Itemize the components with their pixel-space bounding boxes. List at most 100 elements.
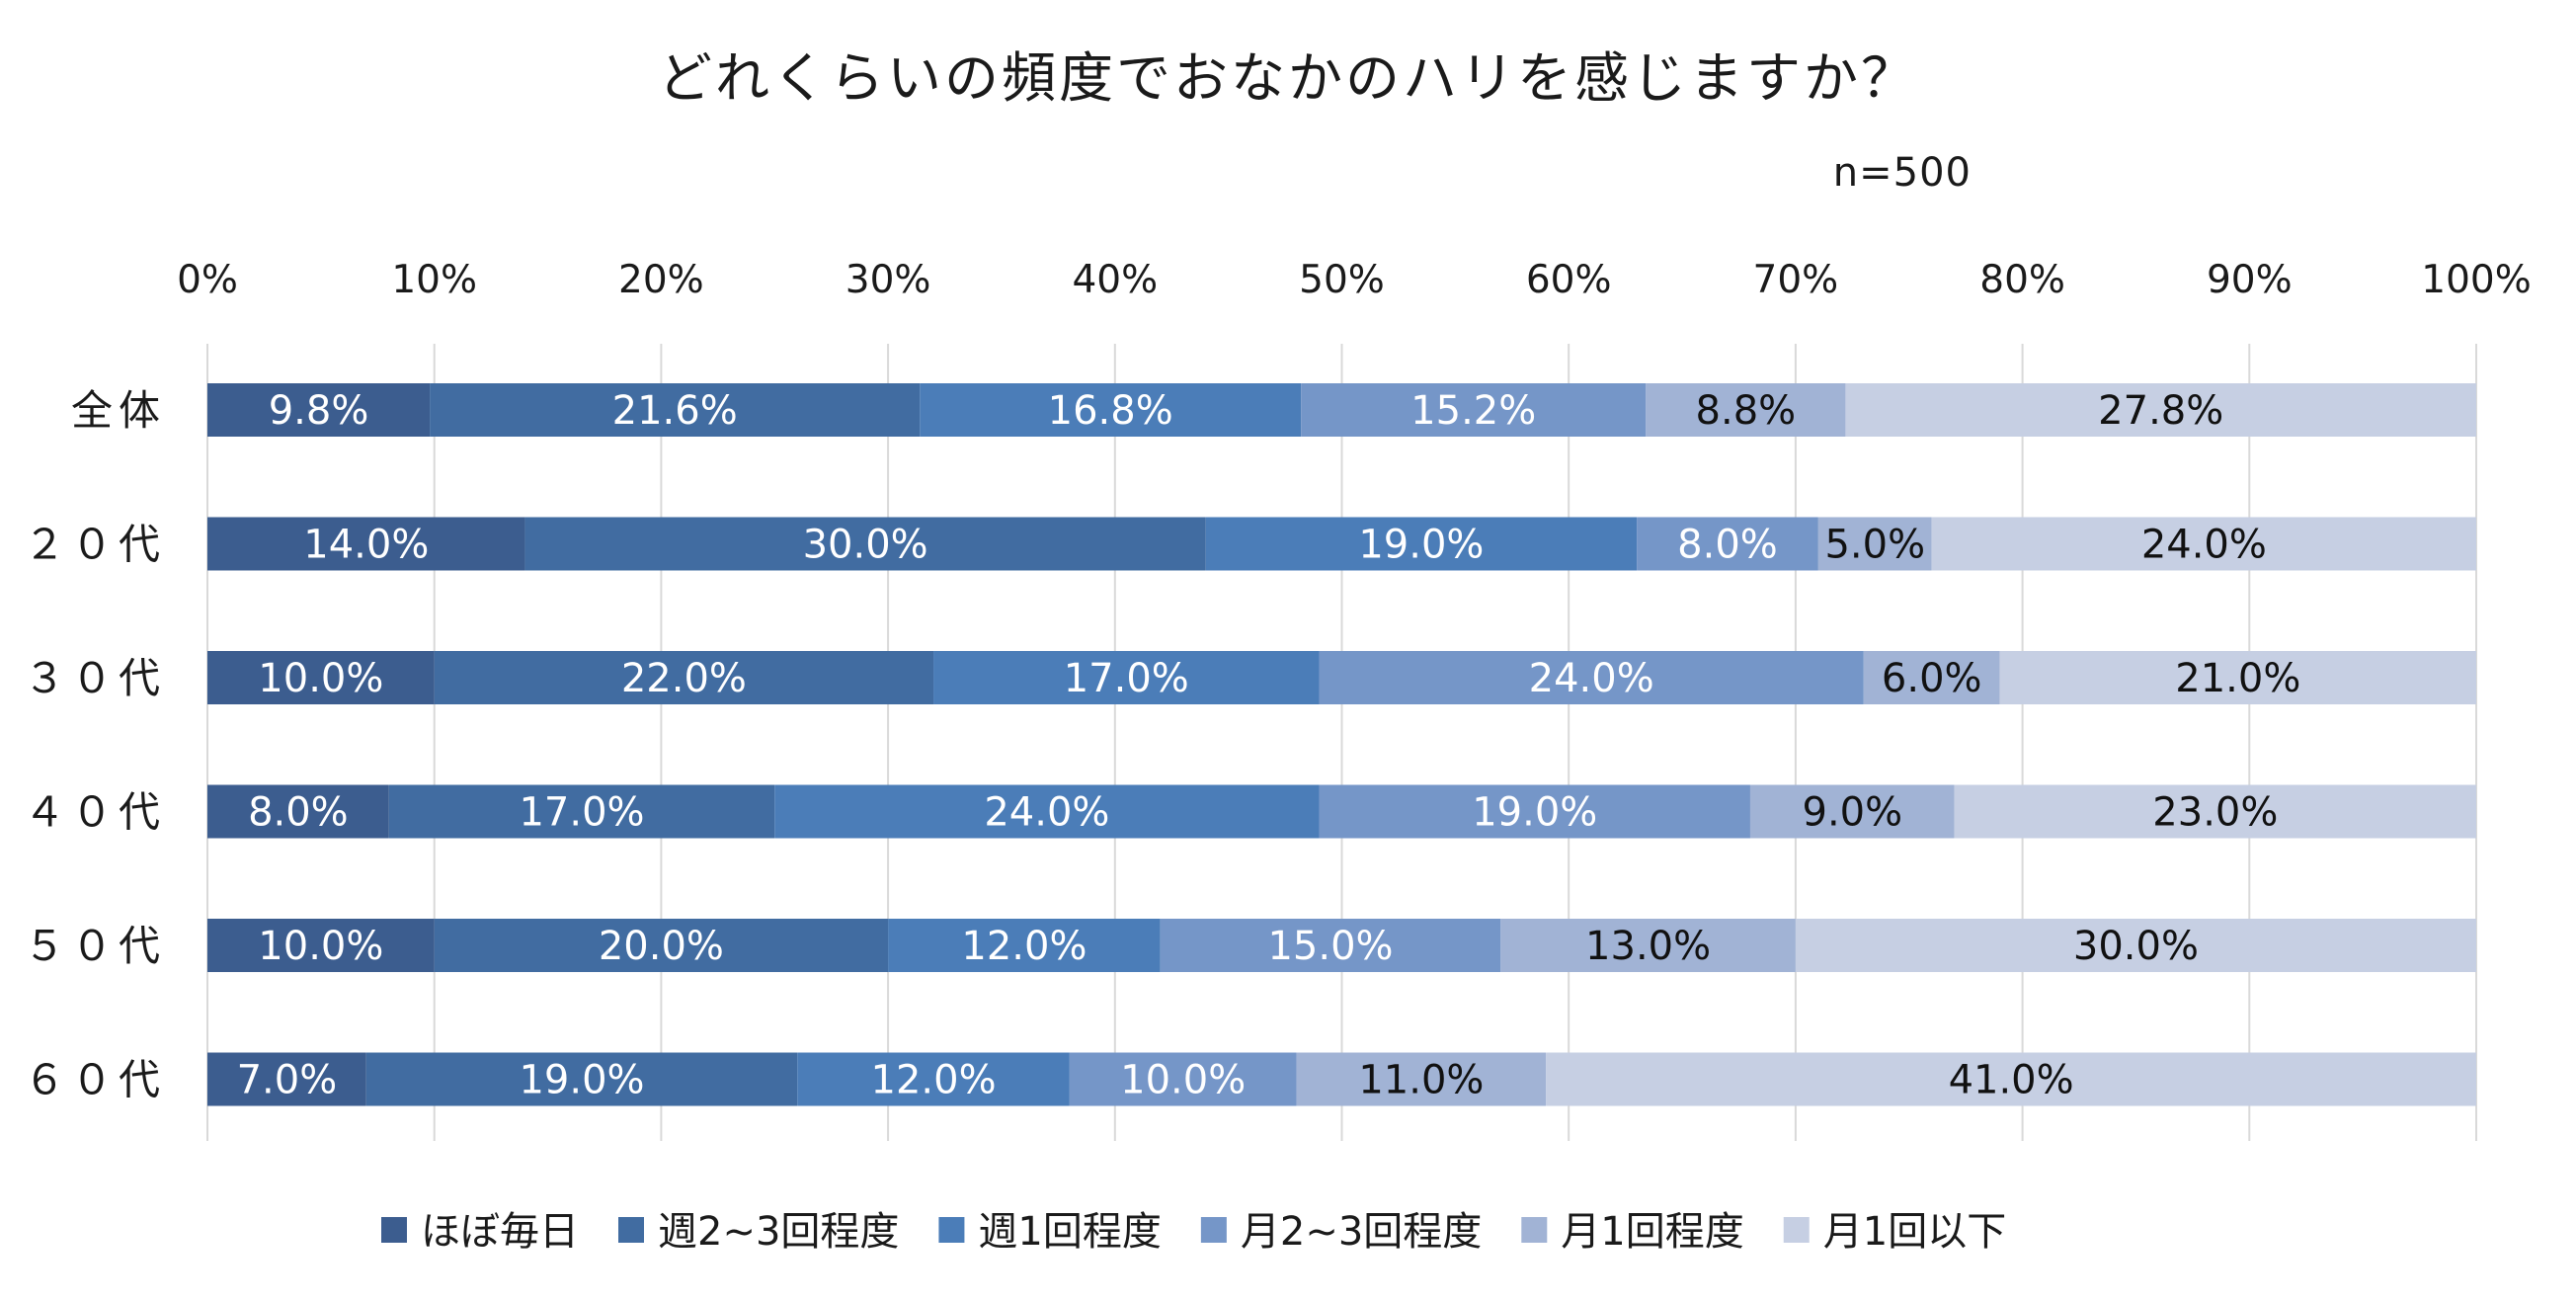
x-tick-label: 20% bbox=[618, 258, 704, 302]
bar-segment bbox=[388, 784, 775, 839]
bar-segment bbox=[1546, 1052, 2476, 1106]
bar-segments bbox=[207, 383, 2476, 1106]
legend-swatch bbox=[1521, 1217, 1548, 1243]
legend-label: 月2~3回程度 bbox=[1241, 1209, 1482, 1255]
bar-segment bbox=[797, 1052, 1070, 1106]
data-label: 12.0% bbox=[961, 924, 1087, 969]
bar-segment bbox=[1931, 517, 2476, 571]
x-tick-label: 50% bbox=[1299, 258, 1385, 302]
bar-segment bbox=[207, 651, 435, 704]
legend-label: 週2~3回程度 bbox=[658, 1209, 899, 1255]
data-label: 20.0% bbox=[599, 924, 724, 969]
data-label: 7.0% bbox=[237, 1058, 338, 1103]
bar-segment bbox=[207, 1052, 366, 1106]
x-tick-label: 40% bbox=[1072, 258, 1158, 302]
x-axis-tick-labels: 0% 10% 20% 30% 40% 50% 60% 70% 80% 90% 100% bbox=[177, 258, 2532, 302]
bar-segment bbox=[1954, 784, 2476, 839]
legend-swatch bbox=[618, 1217, 644, 1243]
data-label: 19.0% bbox=[519, 1058, 644, 1103]
bar-segment bbox=[434, 651, 934, 704]
data-label: 15.2% bbox=[1410, 388, 1536, 434]
category-label: ４０代 bbox=[24, 788, 166, 837]
category-label: ６０代 bbox=[24, 1056, 166, 1104]
bar-segment bbox=[1296, 1052, 1547, 1106]
bar-segment bbox=[1500, 919, 1796, 972]
data-label: 24.0% bbox=[984, 790, 1109, 836]
x-tick-label: 60% bbox=[1526, 258, 1612, 302]
bar-segment bbox=[365, 1052, 798, 1106]
bar-segment bbox=[207, 784, 389, 839]
bar-segment bbox=[1863, 651, 2000, 704]
bar-segment bbox=[1999, 651, 2476, 704]
category-label: ５０代 bbox=[24, 922, 166, 970]
data-label: 21.6% bbox=[612, 388, 738, 434]
bar-segment bbox=[1319, 651, 1864, 704]
bar-segment bbox=[1637, 517, 1818, 571]
category-label: 全体 bbox=[71, 386, 166, 435]
data-label: 6.0% bbox=[1882, 656, 1982, 701]
data-label: 5.0% bbox=[1824, 523, 1925, 568]
legend-label: 月1回以下 bbox=[1823, 1209, 2006, 1255]
data-label: 10.0% bbox=[258, 656, 383, 701]
gridlines bbox=[206, 344, 2477, 1141]
bar-segment bbox=[1817, 517, 1932, 571]
x-tick-label: 10% bbox=[391, 258, 477, 302]
bar-segment bbox=[524, 517, 1206, 571]
bar-segment bbox=[1795, 919, 2476, 972]
legend-label: 月1回程度 bbox=[1561, 1209, 1743, 1255]
data-label: 19.0% bbox=[1472, 790, 1597, 836]
chart-subtitle: n=500 bbox=[1833, 150, 1972, 196]
bar-segment bbox=[1205, 517, 1638, 571]
data-label: 13.0% bbox=[1585, 924, 1711, 969]
bar-segment bbox=[434, 919, 889, 972]
category-label: ３０代 bbox=[24, 654, 166, 702]
legend-swatch bbox=[381, 1217, 407, 1243]
data-label: 27.8% bbox=[2098, 388, 2223, 434]
bar-segment bbox=[920, 383, 1302, 437]
bar-segment bbox=[774, 784, 1320, 839]
data-label: 17.0% bbox=[519, 790, 644, 836]
x-tick-label: 0% bbox=[177, 258, 238, 302]
bar-segment bbox=[1319, 784, 1750, 839]
data-label: 11.0% bbox=[1358, 1058, 1484, 1103]
data-label: 24.0% bbox=[2141, 523, 2267, 568]
data-label: 17.0% bbox=[1064, 656, 1189, 701]
legend-swatch bbox=[938, 1217, 965, 1243]
x-tick-label: 30% bbox=[845, 258, 931, 302]
legend-swatch bbox=[1200, 1217, 1227, 1243]
bar-segment bbox=[207, 919, 435, 972]
data-label: 30.0% bbox=[803, 523, 928, 568]
bar-segment bbox=[1160, 919, 1501, 972]
data-label: 9.0% bbox=[1803, 790, 1903, 836]
bar-segment bbox=[888, 919, 1161, 972]
data-label: 41.0% bbox=[1949, 1058, 2074, 1103]
data-label: 15.0% bbox=[1267, 924, 1393, 969]
data-label: 30.0% bbox=[2073, 924, 2199, 969]
data-label: 14.0% bbox=[303, 523, 429, 568]
bar-segment bbox=[207, 517, 525, 571]
bar-segment bbox=[1301, 383, 1647, 437]
x-tick-label: 70% bbox=[1753, 258, 1839, 302]
x-tick-label: 100% bbox=[2421, 258, 2532, 302]
chart-title: どれくらいの頻度でおなかのハリを感じますか？ bbox=[658, 46, 1918, 110]
legend-label: ほぼ毎日 bbox=[421, 1209, 579, 1255]
bar-segment bbox=[1646, 383, 1846, 437]
x-tick-label: 80% bbox=[1979, 258, 2065, 302]
bar-segment bbox=[430, 383, 921, 437]
data-labels: 9.8% 21.6% 16.8% 15.2% 8.8% 27.8% 14.0% 30.0% 19… bbox=[237, 388, 2301, 1103]
legend-label: 週1回程度 bbox=[978, 1209, 1161, 1255]
bar-segment bbox=[1749, 784, 1955, 839]
data-label: 9.8% bbox=[269, 388, 369, 434]
bar-segment bbox=[933, 651, 1320, 704]
data-label: 19.0% bbox=[1358, 523, 1484, 568]
data-label: 21.0% bbox=[2175, 656, 2300, 701]
data-label: 10.0% bbox=[1120, 1058, 1246, 1103]
category-label: ２０代 bbox=[24, 521, 166, 569]
category-labels: 全体 ２０代 ３０代 ４０代 ５０代 ６０代 bbox=[24, 386, 166, 1104]
data-label: 8.8% bbox=[1696, 388, 1797, 434]
data-label: 16.8% bbox=[1048, 388, 1173, 434]
bar-segment bbox=[1069, 1052, 1297, 1106]
data-label: 23.0% bbox=[2152, 790, 2278, 836]
data-label: 8.0% bbox=[1677, 523, 1778, 568]
